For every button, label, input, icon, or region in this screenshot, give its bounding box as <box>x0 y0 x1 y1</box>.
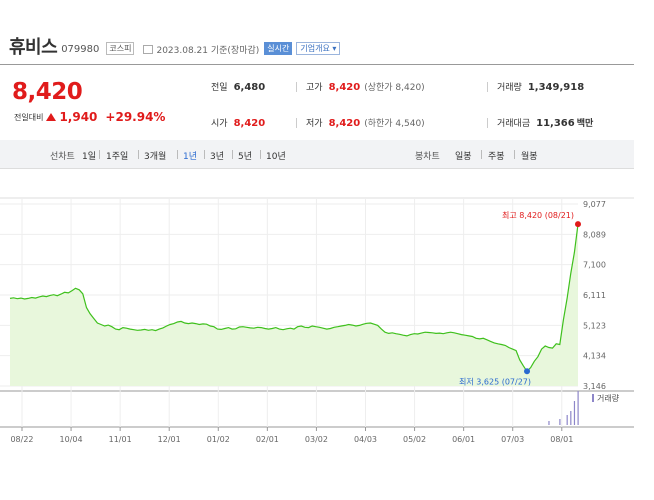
y-tick-label: 3,146 <box>583 382 606 391</box>
volume-legend-swatch <box>592 394 594 402</box>
y-tick-label: 5,123 <box>583 321 606 330</box>
y-tick-label: 8,089 <box>583 230 606 239</box>
x-tick-label: 01/02 <box>207 435 230 444</box>
x-tick-label: 10/04 <box>60 435 83 444</box>
volume-bar <box>548 421 550 425</box>
divider <box>260 150 261 159</box>
period-3y[interactable]: 3년 <box>210 152 225 162</box>
volume-bar <box>566 415 568 425</box>
volume-legend-label: 거래량 <box>597 393 620 403</box>
x-tick-label: 05/02 <box>403 435 426 444</box>
stock-header: 휴비스 079980 코스피 2023.08.21 기준(장마감) 실시간 기업… <box>9 34 341 58</box>
low-price: 저가 8,420 (하한가 4,540) <box>306 116 425 129</box>
prev-close: 전일 6,480 <box>211 80 265 93</box>
open-value: 8,420 <box>233 118 266 129</box>
x-tick-label: 02/01 <box>256 435 279 444</box>
change-label: 전일대비 <box>14 112 44 122</box>
open-label: 시가 <box>211 119 228 129</box>
divider <box>138 150 139 159</box>
divider <box>514 150 515 159</box>
market-badge: 코스피 <box>106 42 135 55</box>
volume-bar <box>559 419 561 425</box>
prev-value: 6,480 <box>233 82 266 93</box>
open-price: 시가 8,420 <box>211 116 265 129</box>
amount-label: 거래대금 <box>497 119 531 129</box>
candle-daily[interactable]: 일봉 <box>455 152 472 162</box>
stock-code: 079980 <box>61 43 100 55</box>
high-label: 고가 <box>306 83 323 93</box>
amount-value: 11,366 <box>536 118 575 129</box>
change-value: 1,940 <box>59 110 98 124</box>
calendar-icon <box>143 44 154 54</box>
y-tick-label: 9,077 <box>583 200 606 209</box>
amount-unit: 백만 <box>576 119 594 129</box>
candle-chart-label: 봉차트 <box>415 152 440 162</box>
period-1w[interactable]: 1주일 <box>106 152 129 162</box>
date-text: 2023.08.21 기준(장마감) <box>156 45 260 56</box>
divider <box>204 150 205 159</box>
low-label: 저가 <box>306 119 323 129</box>
volume-value: 1,349,918 <box>527 82 585 93</box>
candle-weekly[interactable]: 주봉 <box>488 152 505 162</box>
max-point <box>575 221 581 228</box>
upper-limit: (상한가 8,420) <box>364 83 425 93</box>
candle-monthly[interactable]: 월봉 <box>521 152 538 162</box>
divider <box>296 118 297 128</box>
divider <box>481 150 482 159</box>
volume-label: 거래량 <box>497 83 522 93</box>
quote-panel: 8,420 전일대비 1,940 +29.94% 전일 6,480 고가 8,420… <box>0 64 634 142</box>
divider <box>99 150 100 159</box>
x-tick-label: 12/01 <box>158 435 181 444</box>
divider <box>296 82 297 92</box>
volume: 거래량 1,349,918 <box>497 80 584 93</box>
volume-bar <box>577 391 579 425</box>
period-1y[interactable]: 1년 <box>183 152 198 162</box>
volume-bar <box>573 401 576 425</box>
period-5y[interactable]: 5년 <box>238 152 253 162</box>
price-chart: 08/22 10/04 11/01 12/01 01/02 02/01 03/02 04/03… <box>0 197 634 444</box>
min-point <box>524 368 531 375</box>
high-price: 고가 8,420 (상한가 8,420) <box>306 80 425 93</box>
x-tick-label: 04/03 <box>354 435 377 444</box>
volume-bar <box>570 411 572 425</box>
change-line: 전일대비 1,940 +29.94% <box>14 110 165 124</box>
stock-name[interactable]: 휴비스 <box>9 37 58 58</box>
period-3m[interactable]: 3개월 <box>144 152 167 162</box>
realtime-button[interactable]: 실시간 <box>264 42 293 55</box>
price-line <box>9 224 579 373</box>
up-arrow-icon <box>46 113 57 121</box>
line-chart-label: 선차트 <box>50 152 75 162</box>
lower-limit: (하한가 4,540) <box>364 119 425 129</box>
x-tick-label: 08/01 <box>550 435 573 444</box>
trade-amount: 거래대금 11,366 백만 <box>497 116 593 129</box>
low-value: 8,420 <box>328 118 361 129</box>
y-tick-label: 4,134 <box>583 352 606 361</box>
y-tick-label: 6,111 <box>583 291 606 300</box>
y-tick-label: 7,100 <box>583 261 606 270</box>
period-10y[interactable]: 10년 <box>266 152 286 162</box>
divider <box>177 150 178 159</box>
period-bar: 선차트 1일 1주일 3개월 1년 3년 5년 10년 봉차트 일봉 주봉 월봉 <box>0 140 634 169</box>
divider <box>487 82 488 92</box>
period-1d[interactable]: 1일 <box>82 152 97 162</box>
company-info-dropdown[interactable]: 기업개요 ▾ <box>296 42 341 55</box>
x-tick-label: 03/02 <box>305 435 328 444</box>
min-label: 최저 3,625 (07/27) <box>459 376 531 386</box>
x-tick-label: 08/22 <box>10 435 33 444</box>
current-price: 8,420 <box>12 79 83 105</box>
x-tick-label: 06/01 <box>452 435 475 444</box>
change-percent: +29.94% <box>105 110 166 124</box>
divider <box>232 150 233 159</box>
max-label: 최고 8,420 (08/21) <box>502 210 574 220</box>
divider <box>487 118 488 128</box>
x-tick-label: 11/01 <box>109 435 132 444</box>
high-value: 8,420 <box>328 82 361 93</box>
x-tick-label: 07/03 <box>501 435 524 444</box>
prev-label: 전일 <box>211 83 228 93</box>
price-area <box>10 224 578 386</box>
